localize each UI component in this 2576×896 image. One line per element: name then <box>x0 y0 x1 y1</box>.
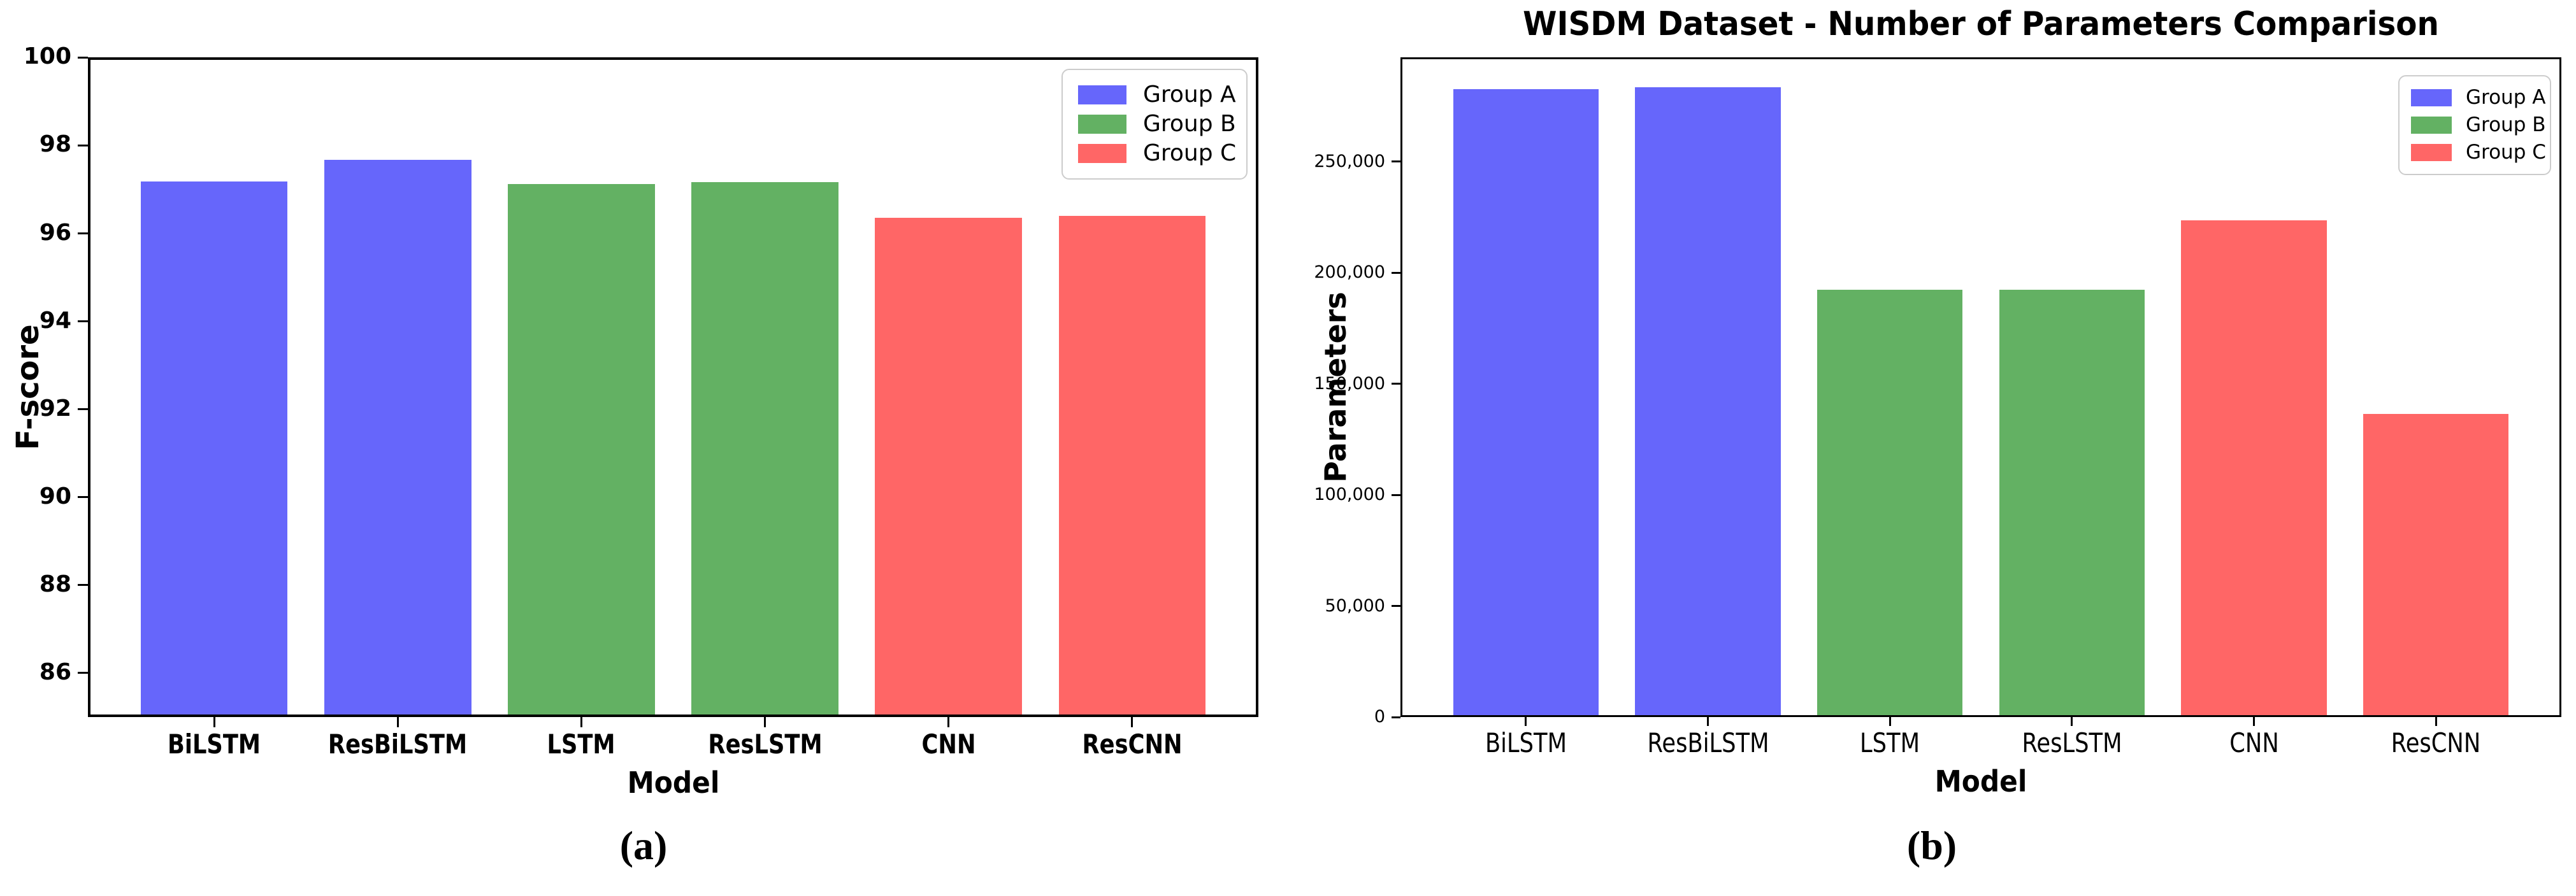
x-tick <box>213 717 215 727</box>
legend-swatch-group-a <box>1078 85 1126 104</box>
legend-label: Group A <box>2466 86 2546 109</box>
y-tick <box>78 320 88 322</box>
y-axis-label: Parameters <box>1318 292 1353 483</box>
x-tick-label: ResBiLSTM <box>1646 727 1769 758</box>
y-tick-label: 100 <box>23 43 71 70</box>
plot-area <box>1400 57 2561 717</box>
y-tick <box>78 144 88 146</box>
bar-ResBiLSTM <box>1635 87 1781 715</box>
y-tick-label: 96 <box>39 219 71 246</box>
y-tick-label: 90 <box>39 483 71 509</box>
y-tick <box>1392 605 1400 608</box>
y-tick <box>78 584 88 587</box>
x-tick-label: CNN <box>921 729 976 760</box>
legend-swatch-group-b <box>1078 115 1126 134</box>
y-tick <box>78 408 88 411</box>
x-tick-label: ResLSTM <box>708 729 823 760</box>
bar-ResCNN <box>1058 216 1206 715</box>
legend-item: Group A <box>1078 83 1236 106</box>
x-tick-label: BiLSTM <box>1485 727 1567 758</box>
x-axis-label: Model <box>627 765 719 800</box>
y-tick <box>78 496 88 499</box>
y-tick <box>1392 494 1400 496</box>
x-tick <box>580 717 582 727</box>
y-tick-label: 0 <box>1374 706 1385 727</box>
legend-label: Group B <box>1143 111 1236 137</box>
y-tick-label: 88 <box>39 571 71 598</box>
x-tick <box>1707 717 1709 726</box>
bar-ResLSTM <box>691 181 838 715</box>
y-tick-label: 100,000 <box>1314 485 1385 505</box>
bar-BiLSTM <box>140 181 288 715</box>
x-tick-label: ResCNN <box>2391 727 2481 758</box>
x-tick <box>947 717 950 727</box>
y-tick <box>78 232 88 234</box>
y-tick-label: 150,000 <box>1314 373 1385 394</box>
x-tick-label: LSTM <box>547 729 615 760</box>
y-tick-label: 250,000 <box>1314 151 1385 171</box>
legend-item: Group B <box>2411 115 2546 135</box>
y-tick-label: 86 <box>39 659 71 686</box>
x-tick-label: ResBiLSTM <box>328 729 468 760</box>
bar-ResBiLSTM <box>324 159 471 715</box>
y-tick <box>1392 383 1400 385</box>
legend-swatch-group-b <box>2411 117 2452 134</box>
legend-label: Group C <box>2466 141 2546 164</box>
x-tick <box>1525 717 1527 726</box>
x-tick <box>2435 717 2437 726</box>
x-tick-label: ResLSTM <box>2022 727 2122 758</box>
y-tick-label: 200,000 <box>1314 262 1385 283</box>
legend-label: Group C <box>1143 140 1237 166</box>
y-tick-label: 50,000 <box>1325 595 1385 616</box>
bar-CNN <box>2181 220 2327 715</box>
bar-LSTM <box>508 184 655 715</box>
legend-item: Group C <box>1078 142 1236 165</box>
y-tick-label: 98 <box>39 131 71 158</box>
x-tick <box>2253 717 2255 726</box>
bar-ResLSTM <box>1999 290 2145 715</box>
bar-ResCNN <box>2363 413 2509 715</box>
y-tick-label: 94 <box>39 307 71 334</box>
legend-label: Group A <box>1143 82 1236 108</box>
x-tick-label: LSTM <box>1860 727 1920 758</box>
x-tick <box>764 717 766 727</box>
x-tick-label: ResCNN <box>1082 729 1183 760</box>
caption-b: (b) <box>1906 823 1957 868</box>
y-axis-label: F-score <box>10 324 46 450</box>
x-tick-label: BiLSTM <box>168 729 261 760</box>
y-tick <box>78 672 88 674</box>
legend-item: Group A <box>2411 88 2545 108</box>
y-tick <box>1392 160 1400 163</box>
legend-swatch-group-a <box>2411 89 2452 106</box>
y-tick <box>78 56 88 59</box>
x-tick <box>2071 717 2073 726</box>
x-tick <box>1889 717 1891 726</box>
legend: Group A Group B Group C <box>1061 69 1248 180</box>
legend-item: Group B <box>1078 113 1236 136</box>
legend-label: Group B <box>2466 113 2546 136</box>
x-tick <box>396 717 399 727</box>
chart-title: WISDM Dataset - Number of Parameters Com… <box>1523 5 2439 43</box>
bar-CNN <box>875 218 1022 715</box>
caption-a: (a) <box>619 823 668 868</box>
bar-LSTM <box>1817 290 1963 715</box>
legend: Group A Group B Group C <box>2398 75 2551 175</box>
legend-swatch-group-c <box>1078 144 1126 163</box>
x-axis-label: Model <box>1934 764 2027 799</box>
legend-item: Group C <box>2411 143 2546 162</box>
bar-BiLSTM <box>1453 89 1599 715</box>
y-tick-label: 92 <box>39 395 71 422</box>
x-tick <box>1131 717 1133 727</box>
y-tick <box>1392 271 1400 274</box>
legend-swatch-group-c <box>2411 144 2452 161</box>
x-tick-label: CNN <box>2229 727 2279 758</box>
y-tick <box>1392 716 1400 718</box>
